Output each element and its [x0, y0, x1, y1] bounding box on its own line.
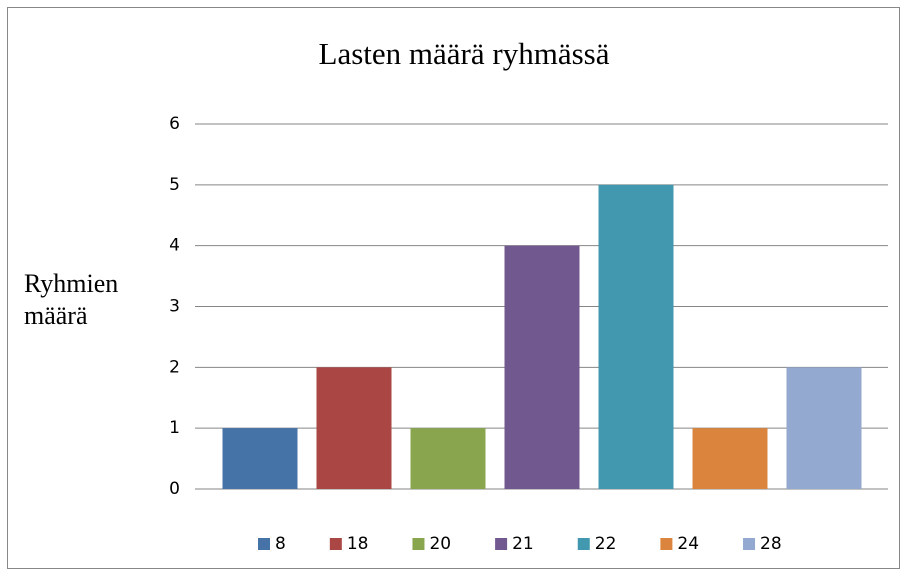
y-tick-label: 4 — [169, 236, 180, 256]
legend-label: 22 — [595, 534, 617, 554]
legend-label: 18 — [347, 534, 369, 554]
legend-swatch — [743, 538, 756, 550]
legend-swatch — [258, 538, 270, 550]
bar — [504, 245, 580, 489]
legend-label: 21 — [512, 534, 534, 554]
y-tick-label: 6 — [169, 114, 180, 134]
legend-label: 8 — [275, 534, 286, 554]
legend-swatch — [412, 538, 425, 550]
chart-title: Lasten määrä ryhmässä — [319, 36, 610, 71]
bar — [786, 367, 862, 489]
y-tick-label: 0 — [169, 479, 180, 499]
bar — [410, 428, 486, 489]
y-tick-label: 5 — [169, 175, 180, 195]
legend-label: 28 — [760, 534, 782, 554]
legend-swatch — [329, 538, 342, 550]
bar — [692, 428, 768, 489]
legend-label: 24 — [677, 534, 699, 554]
y-tick-label: 1 — [169, 418, 180, 438]
bar — [316, 367, 392, 489]
legend-swatch — [660, 538, 673, 550]
y-tick-label: 3 — [169, 297, 180, 317]
legend-swatch — [495, 538, 508, 550]
bar — [598, 184, 674, 490]
bar — [222, 428, 298, 489]
y-tick-label: 2 — [169, 357, 180, 377]
y-axis-label: Ryhmien määrä — [24, 269, 119, 330]
legend-label: 20 — [429, 534, 451, 554]
legend-swatch — [577, 538, 590, 550]
